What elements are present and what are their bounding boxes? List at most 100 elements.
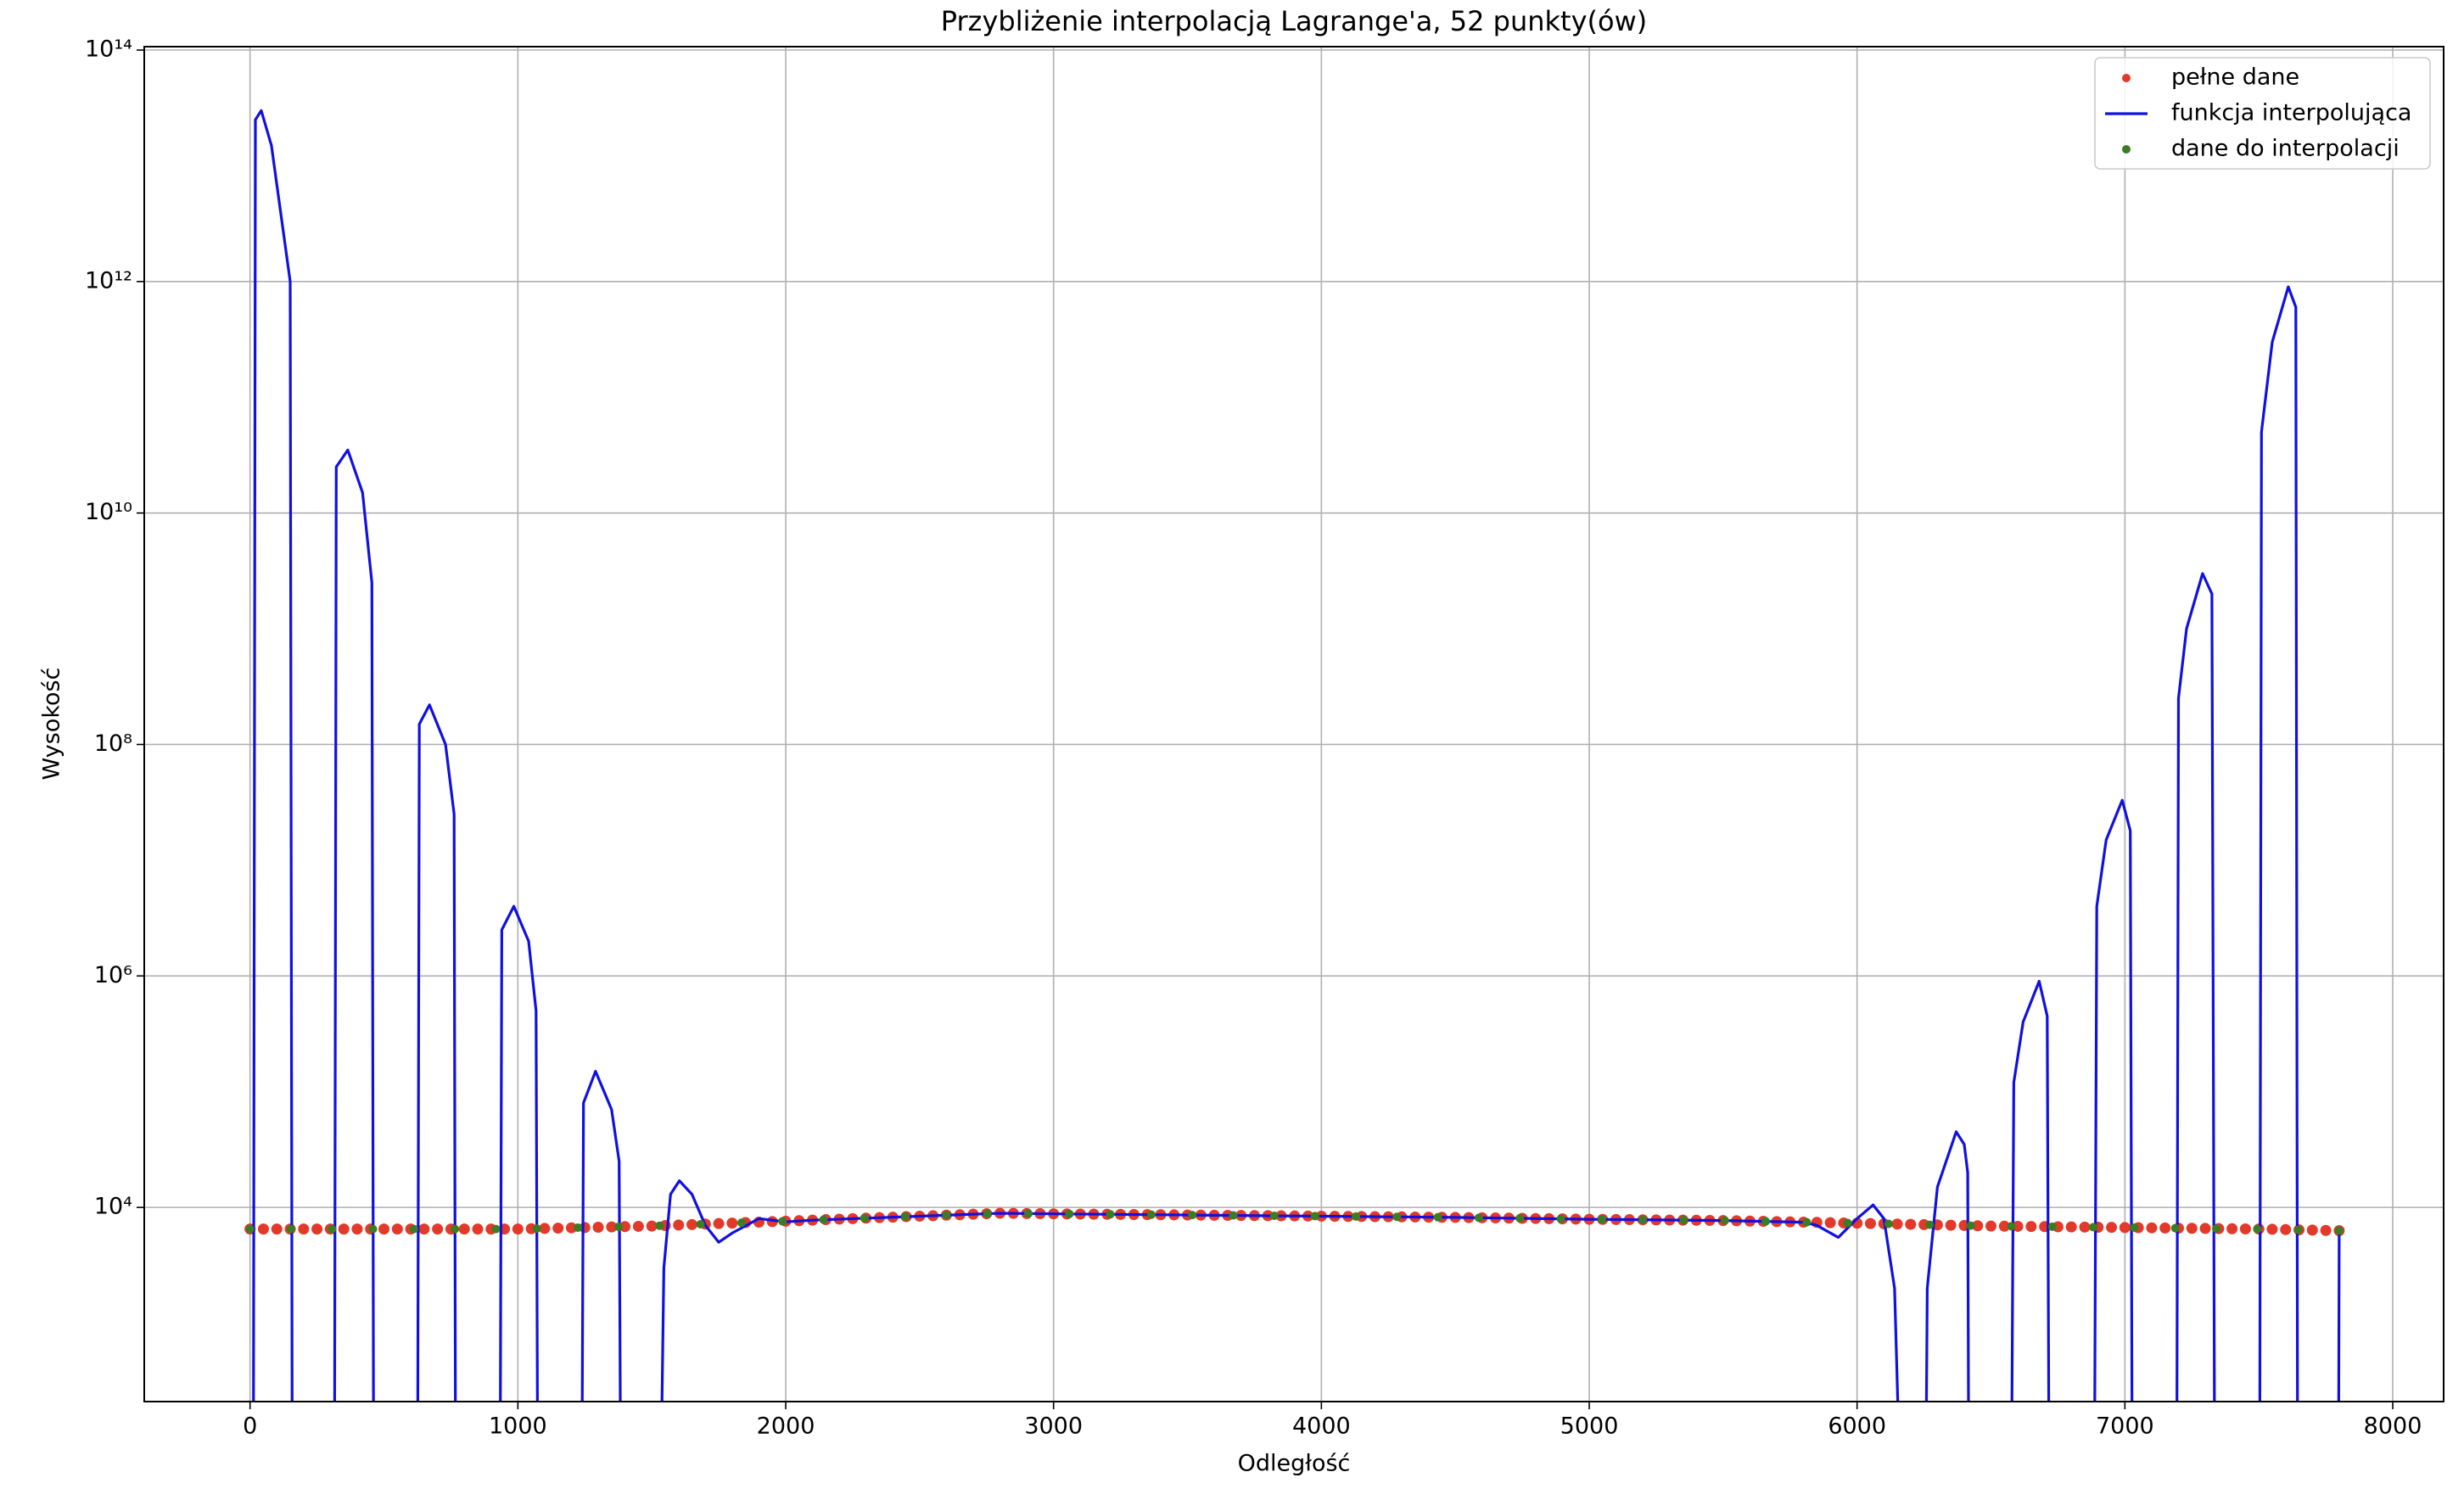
data-point [713, 1217, 725, 1229]
y-axis-label: Wysokość [39, 668, 65, 781]
data-point [574, 1223, 583, 1233]
data-point [458, 1223, 470, 1235]
x-tick-label: 1000 [489, 1413, 547, 1440]
data-point [2199, 1223, 2211, 1234]
data-point [1985, 1220, 1997, 1232]
data-point [1597, 1215, 1606, 1224]
data-point [1998, 1220, 2010, 1232]
legend-swatch [2122, 74, 2131, 82]
data-point [271, 1223, 283, 1235]
legend: pełne dane funkcja interpolująca dane do i… [2094, 57, 2431, 170]
x-tick-label: 4000 [1292, 1413, 1351, 1440]
y-tick-label: 10¹⁴ [85, 36, 132, 63]
data-point [1269, 1211, 1279, 1220]
data-point [2170, 1223, 2180, 1233]
data-point [311, 1223, 323, 1235]
data-point [1761, 1217, 1771, 1226]
data-point [696, 1220, 705, 1229]
data-point [632, 1220, 644, 1232]
y-tick-label: 10⁶ [94, 962, 132, 988]
data-point [2065, 1221, 2077, 1233]
x-tick-label: 8000 [2364, 1413, 2422, 1440]
data-point [565, 1222, 577, 1234]
data-point [1515, 1213, 1525, 1223]
data-point [2226, 1223, 2238, 1234]
data-point [655, 1221, 664, 1230]
data-point [2186, 1223, 2198, 1234]
legend-label: pełne dane [2171, 64, 2299, 91]
data-point [1925, 1220, 1935, 1229]
x-axis-label: Odległość [1238, 1451, 1351, 1477]
data-point [472, 1223, 484, 1235]
data-point [1106, 1210, 1115, 1219]
x-tick-label: 0 [243, 1413, 257, 1440]
data-point [2106, 1222, 2118, 1234]
data-point [2306, 1224, 2318, 1236]
data-point [1843, 1218, 1852, 1228]
data-point [2334, 1226, 2344, 1235]
data-point [860, 1213, 869, 1223]
y-tick-label: 10¹⁰ [85, 499, 132, 525]
plot-area [244, 109, 2345, 1402]
data-point [1024, 1209, 1033, 1218]
data-point [351, 1223, 363, 1235]
data-point [2253, 1224, 2262, 1234]
x-tick-label: 2000 [757, 1413, 815, 1440]
data-point [552, 1223, 564, 1234]
data-point [2266, 1223, 2278, 1235]
data-point [1972, 1220, 1984, 1232]
data-point [1945, 1219, 1957, 1231]
data-point [1392, 1212, 1402, 1222]
legend-box [2094, 57, 2431, 170]
y-tick-label: 10¹² [85, 267, 132, 294]
data-point [2089, 1223, 2098, 1232]
data-point [1229, 1211, 1238, 1220]
data-point [686, 1218, 698, 1230]
data-point [286, 1224, 295, 1234]
x-tick-label: 6000 [1828, 1413, 1886, 1440]
data-point [1884, 1219, 1893, 1229]
data-point [736, 1218, 746, 1228]
data-point [368, 1224, 378, 1234]
data-point [619, 1221, 631, 1233]
legend-label: funkcja interpolująca [2171, 100, 2411, 126]
chart-title: Przybliżenie interpolacją Lagrange'a, 52… [941, 5, 1648, 37]
data-point [1310, 1212, 1319, 1221]
data-point [1146, 1210, 1156, 1219]
x-tick-label: 7000 [2096, 1413, 2154, 1440]
data-point [2130, 1223, 2139, 1232]
data-point [257, 1223, 269, 1235]
data-point [2119, 1222, 2131, 1234]
data-point [2047, 1222, 2057, 1231]
data-point [2025, 1221, 2037, 1233]
data-point [1474, 1213, 1483, 1223]
data-point [2159, 1222, 2171, 1234]
data-point [646, 1220, 658, 1232]
data-point [1905, 1218, 1917, 1230]
data-point [592, 1222, 604, 1234]
data-point [2079, 1221, 2091, 1233]
data-point [673, 1219, 685, 1231]
data-point [778, 1217, 787, 1226]
x-tick-label: 5000 [1560, 1413, 1619, 1440]
data-point [378, 1223, 390, 1235]
data-point [328, 1224, 337, 1234]
y-tick-label: 10⁸ [94, 730, 132, 757]
data-point [1433, 1212, 1442, 1222]
data-point [432, 1223, 444, 1235]
data-point [391, 1223, 403, 1235]
data-point [532, 1224, 541, 1234]
data-point [2239, 1223, 2251, 1234]
axes-frame [143, 46, 2444, 1402]
data-point [2280, 1223, 2292, 1235]
data-point [942, 1211, 951, 1220]
data-point [2211, 1224, 2220, 1234]
data-point [1864, 1217, 1876, 1229]
data-point [983, 1209, 992, 1218]
data-point [1556, 1214, 1565, 1223]
data-point [606, 1221, 618, 1233]
legend-swatch [2122, 145, 2131, 154]
